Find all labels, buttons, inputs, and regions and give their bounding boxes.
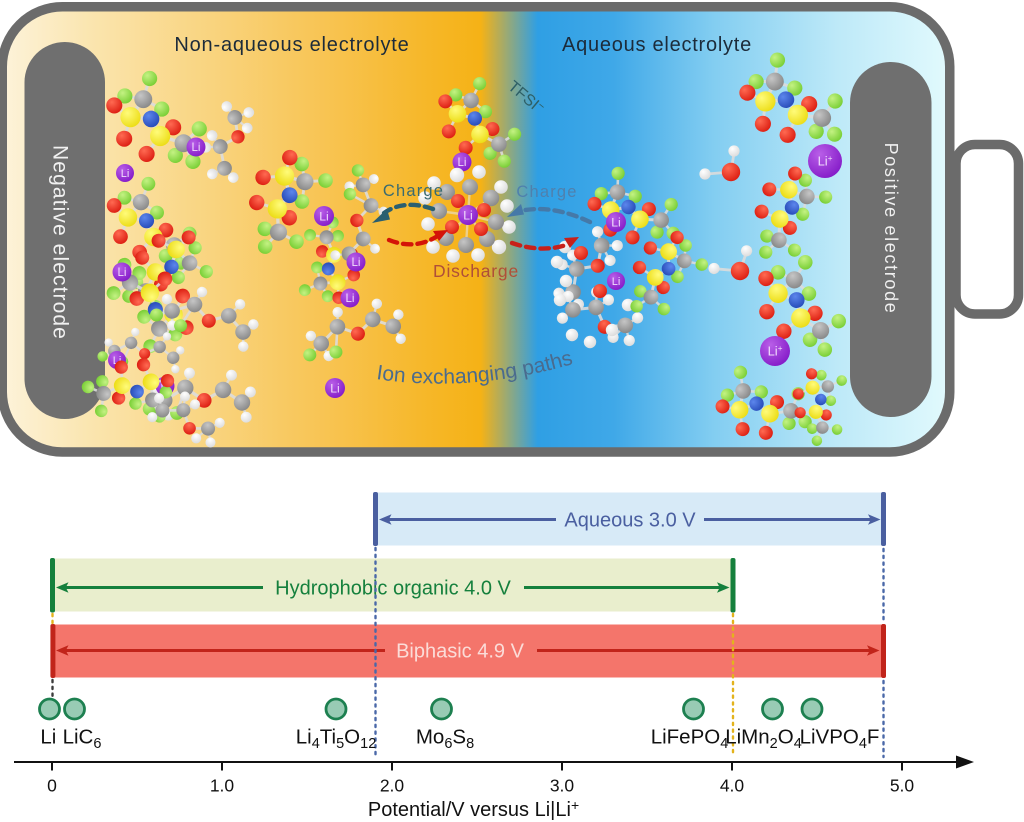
svg-text:Charge: Charge: [516, 183, 577, 201]
svg-text:Positive electrode: Positive electrode: [881, 143, 901, 315]
svg-text:Aqueous 3.0 V: Aqueous 3.0 V: [564, 510, 696, 532]
svg-text:Li: Li: [113, 355, 122, 367]
svg-text:Li: Li: [463, 208, 473, 222]
svg-text:4.0: 4.0: [720, 776, 745, 796]
svg-text:3.0: 3.0: [550, 776, 575, 796]
svg-text:Li: Li: [191, 141, 200, 154]
svg-text:Negative electrode: Negative electrode: [49, 145, 72, 340]
svg-text:0: 0: [47, 776, 57, 796]
svg-text:Biphasic 4.9 V: Biphasic 4.9 V: [396, 641, 525, 663]
svg-text:LiMn2O4: LiMn2O4: [725, 726, 802, 753]
svg-text:Li: Li: [457, 156, 466, 169]
svg-text:Hydrophobic organic 4.0 V: Hydrophobic organic 4.0 V: [275, 578, 511, 600]
svg-text:Li: Li: [351, 256, 360, 269]
svg-text:Charge: Charge: [383, 182, 444, 200]
svg-text:LiVPO4F: LiVPO4F: [800, 726, 880, 753]
svg-text:Potential/V versus Li|Li+: Potential/V versus Li|Li+: [368, 797, 579, 821]
svg-text:Li: Li: [330, 381, 340, 395]
svg-text:5.0: 5.0: [890, 776, 915, 796]
svg-text:Li4Ti5O12: Li4Ti5O12: [296, 726, 377, 753]
svg-text:LiC6: LiC6: [63, 726, 102, 753]
svg-text:LiFePO4: LiFePO4: [651, 726, 729, 753]
svg-text:Discharge: Discharge: [433, 261, 519, 281]
svg-text:1.0: 1.0: [210, 776, 235, 796]
svg-text:Li: Li: [611, 215, 621, 229]
svg-text:Li: Li: [345, 292, 354, 305]
svg-text:Li: Li: [117, 266, 126, 279]
svg-text:2.0: 2.0: [380, 776, 405, 796]
svg-text:Li: Li: [612, 276, 621, 288]
svg-text:Li: Li: [121, 168, 130, 180]
svg-text:Mo6S8: Mo6S8: [416, 726, 474, 753]
svg-text:Li: Li: [40, 726, 56, 749]
svg-text:Li: Li: [319, 209, 329, 223]
svg-text:Aqueous electrolyte: Aqueous electrolyte: [562, 34, 752, 56]
svg-text:Non-aqueous electrolyte: Non-aqueous electrolyte: [174, 34, 409, 56]
